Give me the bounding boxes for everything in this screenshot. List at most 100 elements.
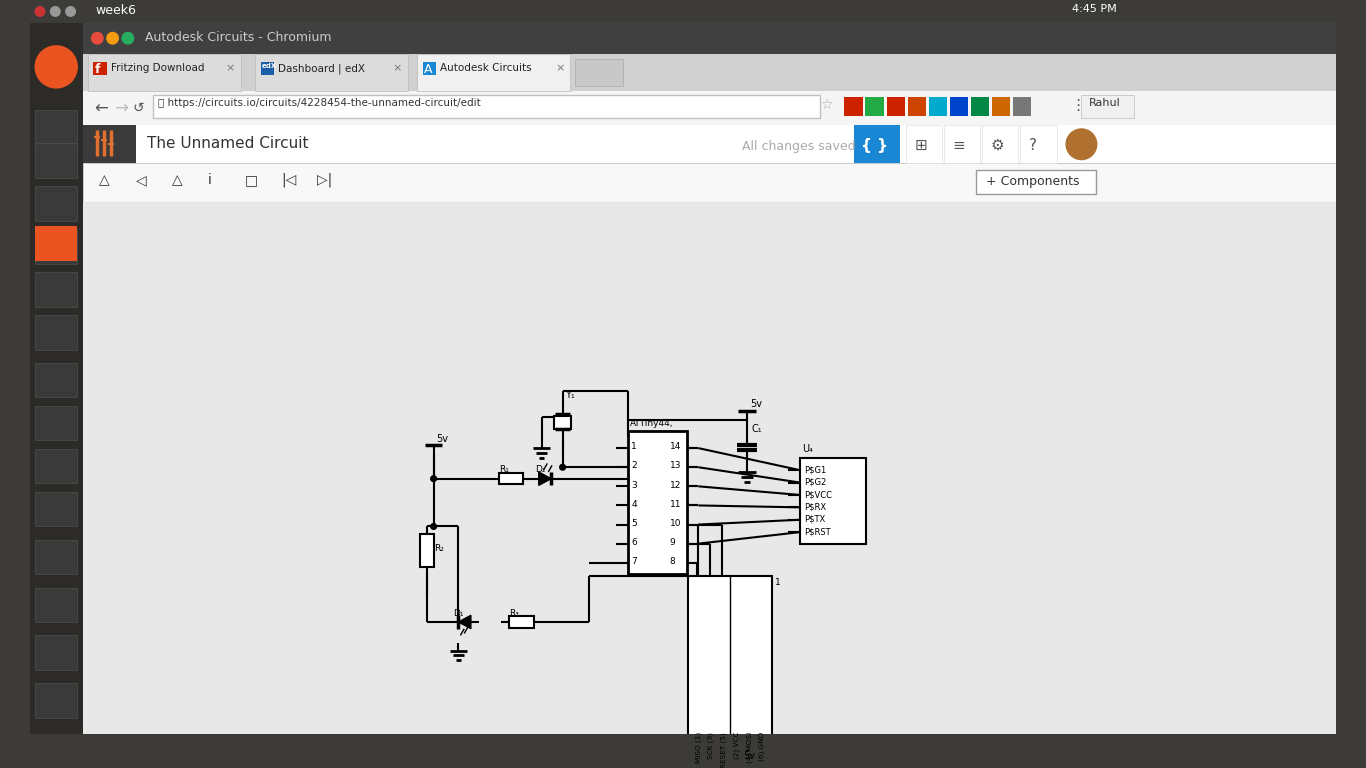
- Bar: [261, 62, 275, 75]
- Bar: [971, 98, 989, 116]
- Circle shape: [51, 7, 60, 16]
- Text: |◁: |◁: [281, 173, 296, 187]
- Bar: [977, 170, 1096, 194]
- Bar: [83, 125, 1336, 164]
- Bar: [555, 415, 571, 429]
- Text: 6: 6: [631, 538, 637, 547]
- Text: 13: 13: [669, 462, 682, 471]
- Text: Y₁: Y₁: [566, 390, 575, 400]
- Bar: [36, 110, 78, 144]
- Text: ⋮: ⋮: [1070, 98, 1085, 114]
- Bar: [83, 23, 1336, 55]
- Text: i: i: [208, 173, 212, 187]
- Text: RESET (5): RESET (5): [720, 732, 727, 768]
- Text: A: A: [423, 63, 433, 76]
- Bar: [887, 98, 904, 116]
- Bar: [36, 492, 78, 526]
- Polygon shape: [459, 615, 471, 629]
- Text: ×: ×: [555, 63, 564, 73]
- Text: ☆: ☆: [820, 98, 832, 112]
- Text: + Components: + Components: [986, 175, 1079, 188]
- Text: 10: 10: [669, 519, 682, 528]
- Bar: [30, 0, 83, 733]
- Bar: [423, 62, 437, 75]
- Bar: [93, 62, 107, 75]
- Bar: [36, 316, 78, 349]
- Text: △: △: [172, 173, 183, 187]
- Text: 5v: 5v: [750, 399, 762, 409]
- Bar: [30, 0, 1336, 23]
- Text: Dashboard | edX: Dashboard | edX: [277, 63, 365, 74]
- Bar: [36, 230, 78, 263]
- Text: R₁: R₁: [500, 465, 510, 475]
- Text: 1: 1: [775, 578, 780, 587]
- Text: △: △: [100, 173, 109, 187]
- Bar: [944, 125, 981, 164]
- Circle shape: [430, 524, 437, 529]
- Bar: [799, 458, 866, 544]
- Text: P$VCC: P$VCC: [805, 490, 832, 499]
- Text: C₁: C₁: [751, 424, 762, 434]
- Text: (6) GND: (6) GND: [758, 732, 765, 761]
- Text: The Unnamed Circuit: The Unnamed Circuit: [148, 136, 309, 151]
- Text: D₂: D₂: [535, 465, 545, 475]
- Text: 5v: 5v: [437, 434, 448, 444]
- Circle shape: [122, 32, 134, 44]
- Bar: [83, 202, 1336, 733]
- Bar: [1020, 125, 1056, 164]
- Text: R₃: R₃: [510, 608, 519, 617]
- Text: P$G2: P$G2: [805, 478, 826, 487]
- Text: P$RX: P$RX: [805, 502, 826, 511]
- Bar: [949, 98, 967, 116]
- Text: ▷|: ▷|: [317, 173, 332, 187]
- Text: (4) MOSI: (4) MOSI: [746, 732, 753, 763]
- Bar: [36, 406, 78, 441]
- Bar: [83, 54, 1336, 91]
- Bar: [854, 125, 900, 164]
- Text: All changes saved: All changes saved: [742, 141, 856, 154]
- Bar: [499, 473, 523, 485]
- Text: ?: ?: [1029, 137, 1037, 153]
- Circle shape: [36, 46, 78, 88]
- Text: 🔒 https://circuits.io/circuits/4228454-the-unnamed-circuit/edit: 🔒 https://circuits.io/circuits/4228454-t…: [158, 98, 481, 108]
- Text: →: →: [113, 99, 127, 118]
- Circle shape: [66, 7, 75, 16]
- Text: 9: 9: [669, 538, 675, 547]
- Bar: [36, 144, 78, 177]
- Circle shape: [560, 465, 566, 470]
- Circle shape: [1065, 129, 1097, 160]
- Bar: [36, 227, 78, 261]
- Circle shape: [430, 476, 437, 482]
- Text: ⊞: ⊞: [914, 137, 928, 153]
- Text: 4:45 PM: 4:45 PM: [1072, 4, 1116, 14]
- Text: P$TX: P$TX: [805, 515, 825, 524]
- Bar: [906, 125, 943, 164]
- Circle shape: [107, 32, 119, 44]
- Text: 14: 14: [669, 442, 682, 452]
- Text: U₄: U₄: [802, 444, 813, 455]
- Bar: [255, 54, 408, 91]
- Text: Autodesk Circuits - Chromium: Autodesk Circuits - Chromium: [145, 31, 332, 44]
- Text: R₂: R₂: [434, 544, 444, 553]
- Bar: [153, 94, 820, 118]
- Text: Rahul: Rahul: [1089, 98, 1121, 108]
- Bar: [36, 273, 78, 306]
- Bar: [418, 54, 570, 91]
- Text: { }: { }: [861, 137, 888, 153]
- Bar: [510, 616, 534, 627]
- Text: 5v: 5v: [743, 751, 755, 761]
- Text: 5: 5: [631, 519, 637, 528]
- Text: Fritzing Download: Fritzing Download: [111, 63, 204, 73]
- Bar: [36, 635, 78, 670]
- Text: P$G1: P$G1: [805, 465, 826, 475]
- Bar: [1012, 98, 1031, 116]
- Text: f: f: [94, 63, 100, 76]
- Bar: [844, 98, 862, 116]
- Circle shape: [36, 7, 45, 16]
- Polygon shape: [538, 472, 550, 485]
- Bar: [87, 54, 240, 91]
- Text: 11: 11: [669, 500, 682, 508]
- Bar: [929, 98, 947, 116]
- Circle shape: [92, 32, 102, 44]
- Text: ×: ×: [225, 63, 235, 73]
